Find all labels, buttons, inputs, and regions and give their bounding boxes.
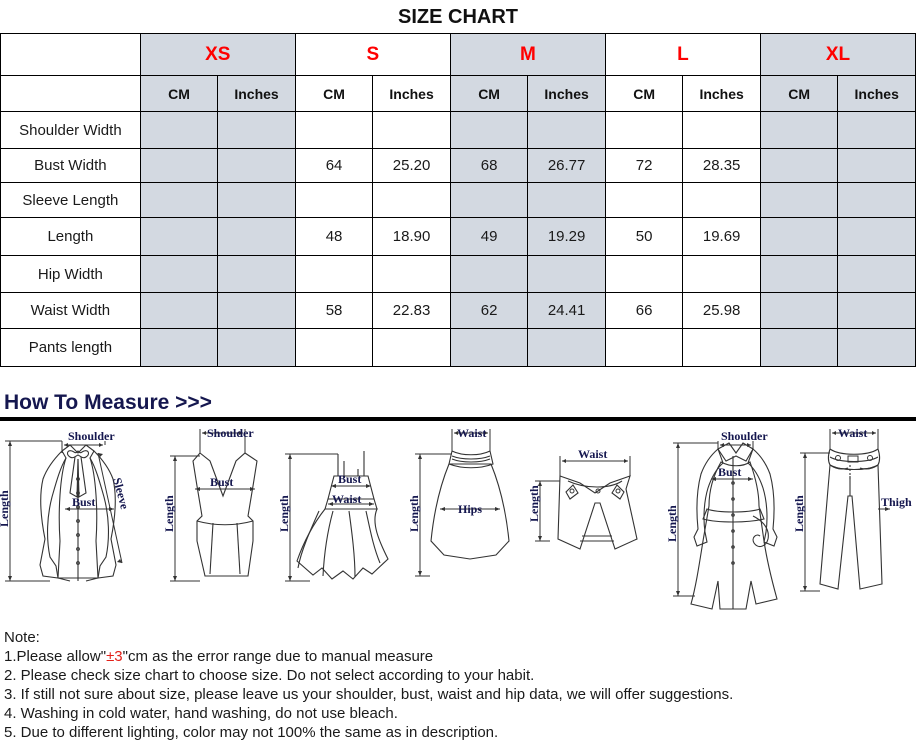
svg-text:Length: Length — [0, 490, 11, 527]
svg-text:Length: Length — [410, 495, 421, 532]
svg-text:Length: Length — [792, 495, 806, 532]
svg-text:Bust: Bust — [718, 465, 741, 479]
svg-text:Waist: Waist — [578, 447, 607, 461]
svg-text:Hips: Hips — [458, 502, 482, 516]
svg-text:Length: Length — [530, 485, 541, 522]
svg-text:Thigh: Thigh — [881, 495, 912, 509]
svg-text:Shoulder: Shoulder — [721, 429, 768, 443]
svg-text:Length: Length — [162, 495, 176, 532]
svg-text:Shoulder: Shoulder — [68, 429, 115, 443]
svg-text:Length: Length — [665, 505, 679, 542]
svg-text:Bust: Bust — [210, 475, 233, 489]
svg-text:Waist: Waist — [332, 492, 361, 506]
svg-text:Waist: Waist — [838, 426, 867, 440]
svg-text:Bust: Bust — [72, 495, 95, 509]
svg-text:Length: Length — [277, 495, 291, 532]
svg-text:Waist: Waist — [457, 426, 486, 440]
svg-text:Sleeve: Sleeve — [110, 476, 132, 511]
svg-text:Bust: Bust — [338, 472, 361, 486]
svg-text:Shoulder: Shoulder — [207, 426, 254, 440]
